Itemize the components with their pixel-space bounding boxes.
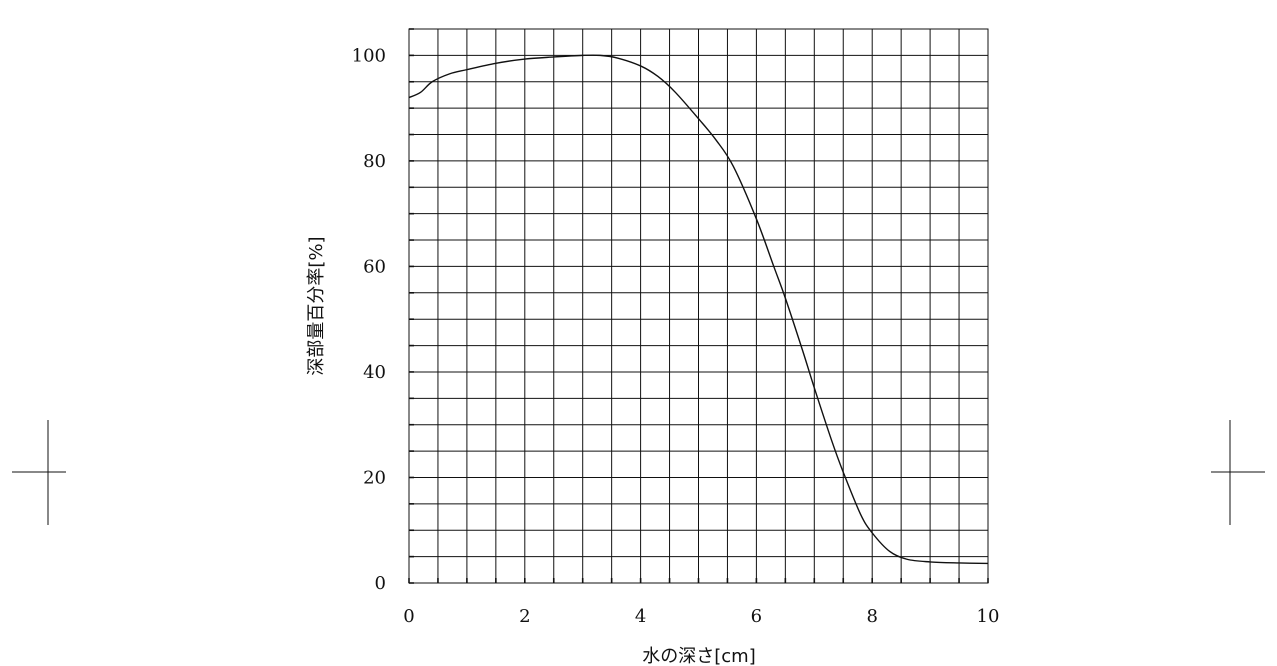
y-tick-label: 40 — [363, 362, 386, 383]
grid — [408, 28, 989, 584]
series-line — [408, 54, 989, 565]
y-tick-label: 20 — [363, 467, 386, 488]
y-tick-label: 80 — [363, 151, 386, 172]
x-tick-label: 8 — [866, 606, 877, 627]
x-tick-label: 4 — [635, 606, 646, 627]
y-tick-label: 0 — [375, 573, 386, 594]
y-tick-label: 100 — [352, 45, 386, 66]
crop-marks — [12, 420, 1265, 525]
x-tick-labels: 0 2 4 6 8 10 — [403, 606, 999, 627]
x-tick-label: 10 — [977, 606, 1000, 627]
x-tick-label: 0 — [403, 606, 414, 627]
x-tick-label: 6 — [751, 606, 762, 627]
y-axis-title: 深部量百分率[%] — [306, 236, 327, 375]
x-axis-title: 水の深さ[cm] — [642, 646, 755, 666]
x-tick-label: 2 — [519, 606, 530, 627]
plot-frame — [408, 28, 989, 584]
y-tick-label: 60 — [363, 256, 386, 277]
y-tick-labels: 0 20 40 60 80 100 — [352, 45, 386, 594]
